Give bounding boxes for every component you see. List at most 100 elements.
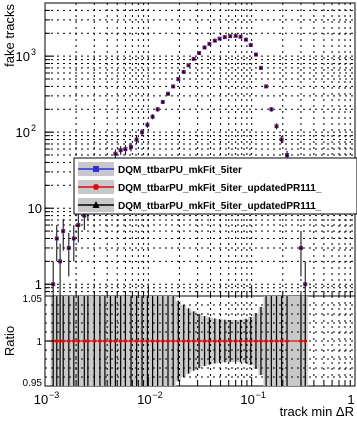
x-tick-label: 10 [137,392,151,407]
ratio-point [171,339,175,343]
y-tick-label: 10 [16,125,30,140]
legend-label-1: DQM_ttbarPU_mkFit_5iter [118,165,242,176]
ratio-point [166,339,170,343]
ratio-point [160,339,165,343]
ratio-point [150,339,155,343]
legend: DQM_ttbarPU_mkFit_5iter DQM_ttbarPU_mkFi… [73,157,357,215]
data-point-series-3 [269,107,273,111]
data-point-series-3 [171,84,175,88]
ratio-point [82,339,87,343]
ratio-point [58,339,62,343]
y-tick-label: 10 [28,201,42,216]
legend-entry-2: DQM_ttbarPU_mkFit_5iter_updatedPR111_ [78,180,322,194]
data-point-series-3 [303,282,307,286]
ratio-point [264,339,268,343]
ratio-point [197,339,201,343]
ratio-point [213,339,217,343]
data-point-series-3 [259,66,263,70]
ratio-point [217,339,222,343]
data-point-series-3 [140,130,144,134]
ratio-point [279,339,284,343]
ratio-points [45,339,308,343]
y-tick-exponent: 2 [31,123,36,133]
ratio-point [274,339,279,343]
ratio-point [123,339,128,343]
ratio-point [269,339,274,343]
ratio-point [92,339,97,343]
ratio-point [86,339,90,343]
ratio-point [191,339,196,343]
ratio-point [207,339,212,343]
ratio-point [244,339,248,343]
data-point-series-3 [151,115,155,118]
data-point-series-3 [280,137,284,141]
ratio-point [113,339,118,343]
data-point-series-3 [244,38,248,41]
x-tick-label: 10 [240,392,254,407]
ratio-point [118,339,123,343]
ratio-point [259,339,263,343]
data-point-series-3 [82,213,86,217]
data-point-series-3 [135,137,139,141]
ratio-point [303,339,308,343]
data-point-series-3 [55,236,59,240]
data-point-series-3 [249,43,253,47]
ratio-y-axis-label: Ratio [2,326,17,356]
ratio-point [134,339,139,343]
ratio-point [155,339,160,343]
legend-entry-3: DQM_ttbarPU_mkFit_5iter_updatedPR111_ [78,198,322,212]
ratio-y-ticks: 0.95 1 1.05 [23,294,54,389]
ratio-point [140,339,144,343]
data-point-series-3 [166,92,170,95]
ratio-point [248,339,253,343]
data-point-series-3 [146,123,149,127]
ratio-point [129,339,133,343]
data-point-series-3 [239,35,242,38]
data-point-series-3 [72,236,76,240]
data-point-series-3 [124,147,127,151]
ratio-point [145,339,150,343]
data-point-series-3 [76,223,80,227]
legend-entry-1: DQM_ttbarPU_mkFit_5iter [78,162,242,176]
ratio-point [223,339,227,343]
data-point-series-3 [129,145,133,149]
ratio-point [72,339,76,343]
data-point-series-3 [187,63,190,67]
main-y-axis-label: fake tracks [2,4,17,67]
main-x-ticks [44,287,356,296]
data-point-series-3 [161,100,165,104]
ratio-point [285,339,289,343]
data-point-series-3 [197,51,201,55]
data-point-series-3 [218,37,222,40]
ratio-point [186,339,191,343]
x-tick-exponent: −2 [152,390,162,400]
ratio-point [238,339,243,343]
ratio-point [202,339,207,343]
ratio-y-tick-label: 1 [36,337,42,348]
ratio-point [61,339,65,343]
ratio-point [254,339,258,343]
x-tick-exponent: −3 [49,390,59,400]
data-point-series-3 [61,229,65,233]
data-point-series-3 [208,42,211,46]
data-point-series-3 [275,124,278,128]
ratio-y-tick-label: 0.95 [23,378,43,389]
main-plot-frame [44,2,356,297]
legend-box [73,157,357,215]
data-point-series-3 [58,259,62,263]
data-point-series-3 [223,35,227,39]
ratio-x-ticks: 10 −3 10 −2 10 −1 1 [34,377,356,407]
ratio-point [103,339,107,343]
y-tick-label: 10 [16,49,30,64]
data-point-series-3 [176,77,180,81]
ratio-point [299,339,303,343]
data-point-series-3 [299,246,303,250]
data-point-series-3 [156,107,160,111]
data-point-series-3 [119,148,123,152]
y-tick-exponent: 3 [31,47,36,57]
legend-label-2: DQM_ttbarPU_mkFit_5iter_updatedPR111_ [118,183,322,194]
data-point-series-3 [234,34,238,38]
